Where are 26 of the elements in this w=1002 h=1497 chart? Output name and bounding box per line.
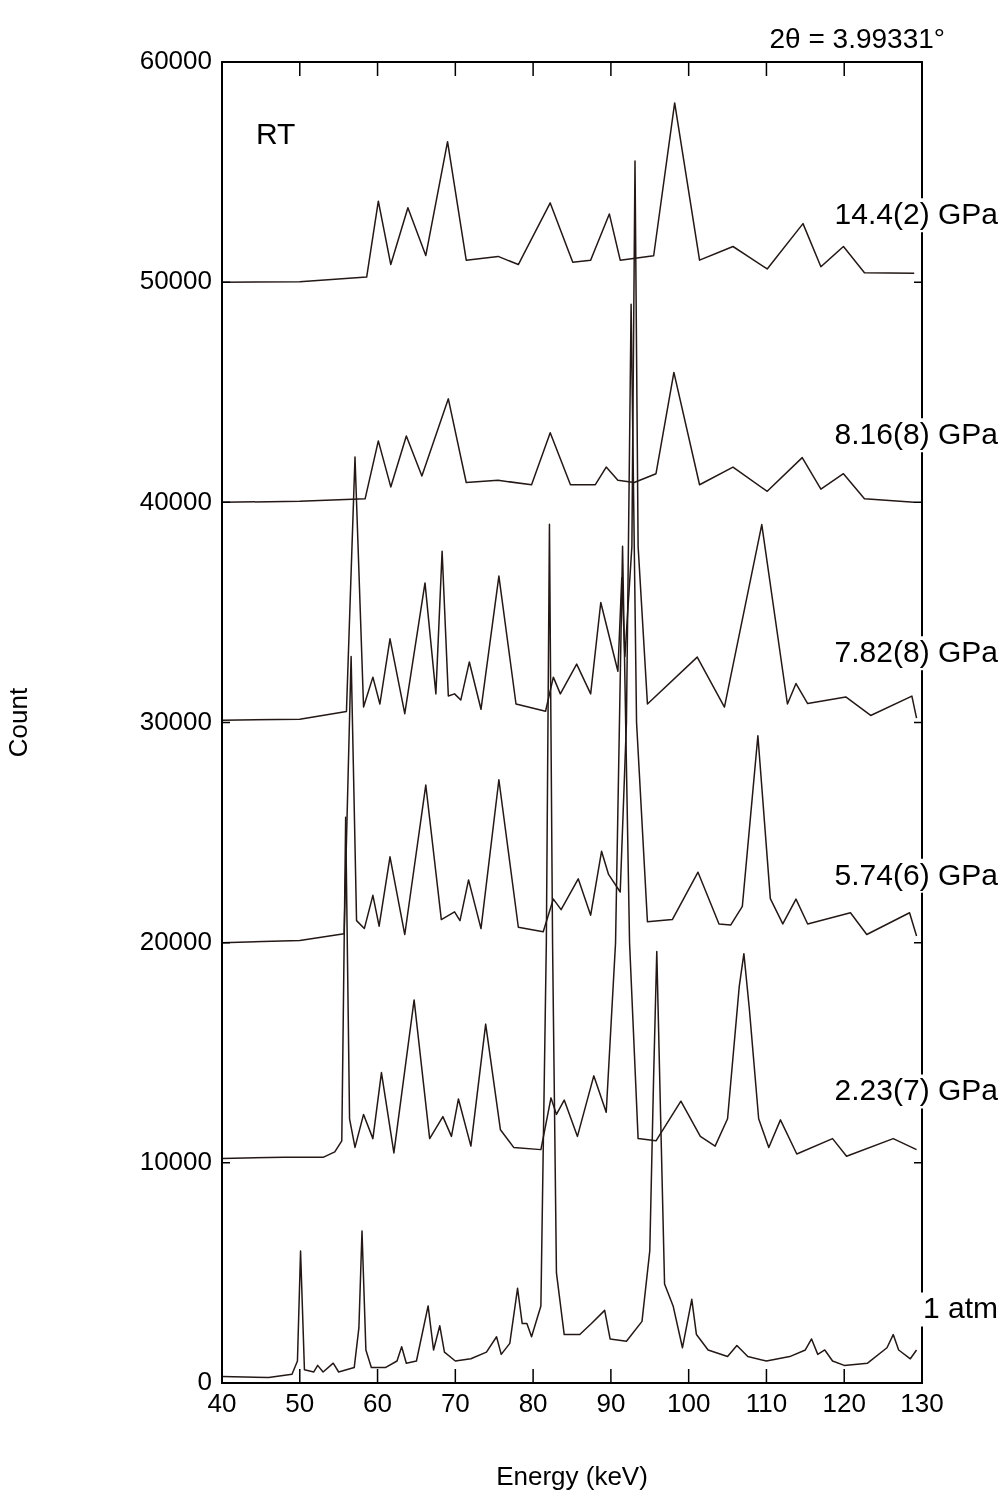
x-tick-label: 110 <box>745 1387 788 1418</box>
y-tick-label: 20000 <box>139 925 212 956</box>
series-label: 5.74(6) GPa <box>834 857 999 891</box>
chart-title: 2θ = 3.99331° <box>769 23 945 54</box>
x-tick-label: 90 <box>596 1387 626 1418</box>
x-tick-label: 130 <box>900 1387 944 1418</box>
series-label: 2.23(7) GPa <box>834 1073 999 1107</box>
x-tick-label: 120 <box>822 1387 866 1418</box>
x-tick-label: 60 <box>363 1387 393 1418</box>
annotation: RT <box>256 117 296 150</box>
x-tick-label: 50 <box>285 1387 315 1418</box>
series-label: 8.16(8) GPa <box>834 417 999 451</box>
y-tick-label: 0 <box>197 1366 212 1397</box>
y-tick-label: 50000 <box>139 265 212 296</box>
y-tick-label: 10000 <box>139 1146 212 1177</box>
series-label: 7.82(8) GPa <box>834 635 999 669</box>
x-tick-label: 100 <box>666 1387 711 1418</box>
x-tick-label: 80 <box>518 1387 548 1418</box>
y-tick-label: 30000 <box>139 705 212 736</box>
x-tick-label: 70 <box>440 1387 470 1418</box>
series-label: 14.4(2) GPa <box>834 197 999 231</box>
y-tick-label: 60000 <box>139 45 212 76</box>
series-label: 1 atm <box>922 1291 998 1325</box>
y-tick-label: 40000 <box>139 485 212 516</box>
y-axis-title: Count <box>2 687 33 758</box>
x-axis-title: Energy (keV) <box>496 1460 648 1491</box>
